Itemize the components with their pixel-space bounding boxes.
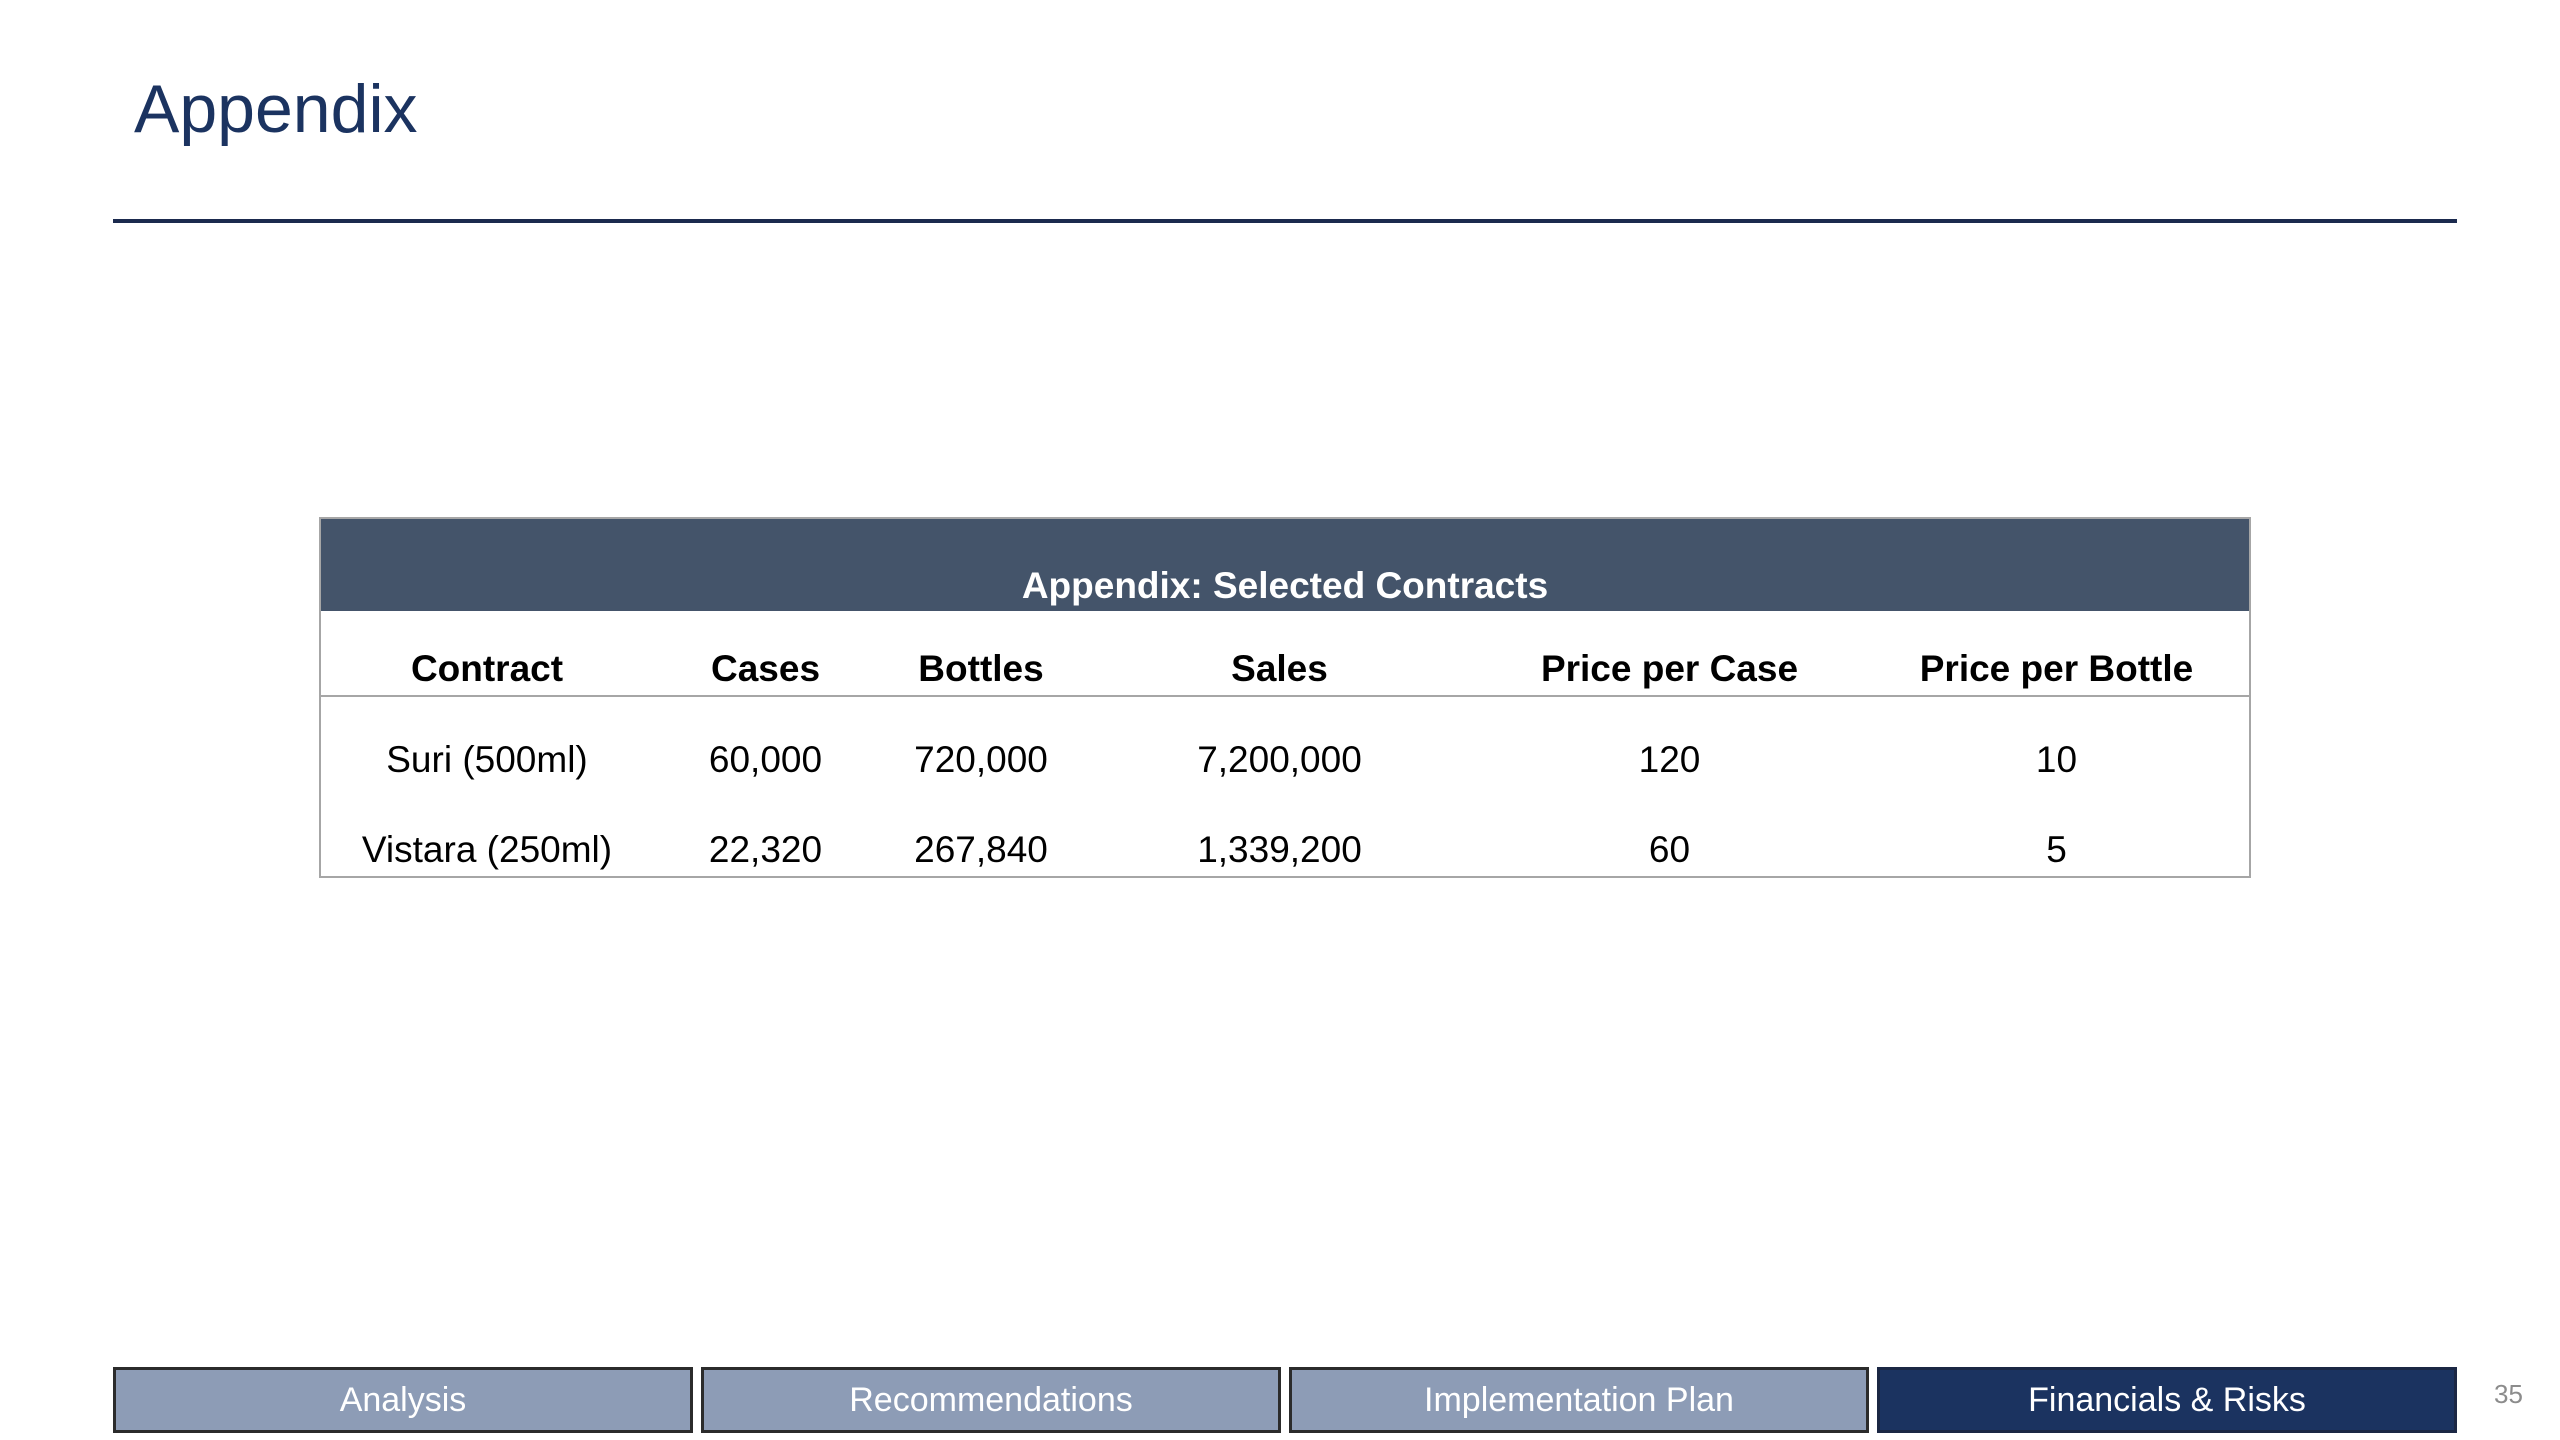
cell-contract: Vistara (250ml) [361,829,613,870]
cell-sales: 7,200,000 [1197,739,1362,780]
cell-bottles: 267,840 [914,829,1048,870]
column-header-price-per-bottle: Price per Bottle [1919,648,2194,689]
table-header-row: Contract Cases Bottles Sales Price per C… [321,611,2249,697]
column-header-cases: Cases [710,648,821,689]
nav-tab-analysis[interactable]: Analysis [113,1367,693,1433]
cell-price-per-bottle: 10 [2035,739,2078,780]
column-header-sales: Sales [1231,648,1328,689]
table-row: Vistara (250ml) 22,320 267,840 1,339,200… [321,787,2249,877]
page-title: Appendix [134,71,418,147]
cell-cases: 60,000 [708,739,823,780]
column-header-contract: Contract [410,648,564,689]
cell-bottles: 720,000 [914,739,1048,780]
table-row: Suri (500ml) 60,000 720,000 7,200,000 12… [321,697,2249,787]
cell-price-per-case: 120 [1638,739,1701,780]
contracts-table: Appendix: Selected Contracts Contract Ca… [319,517,2251,878]
column-header-price-per-case: Price per Case [1540,648,1799,689]
title-divider [113,219,2457,223]
nav-tab-implementation-plan[interactable]: Implementation Plan [1289,1367,1869,1433]
cell-price-per-bottle: 5 [2046,829,2067,870]
column-header-bottles: Bottles [918,648,1044,689]
cell-sales: 1,339,200 [1197,829,1362,870]
page-number: 35 [2494,1379,2523,1409]
nav-tab-recommendations[interactable]: Recommendations [701,1367,1281,1433]
nav-tab-financials-risks[interactable]: Financials & Risks [1877,1367,2457,1433]
cell-contract: Suri (500ml) [386,739,588,780]
table-caption: Appendix: Selected Contracts [321,519,2249,611]
cell-cases: 22,320 [708,829,823,870]
cell-price-per-case: 60 [1648,829,1691,870]
